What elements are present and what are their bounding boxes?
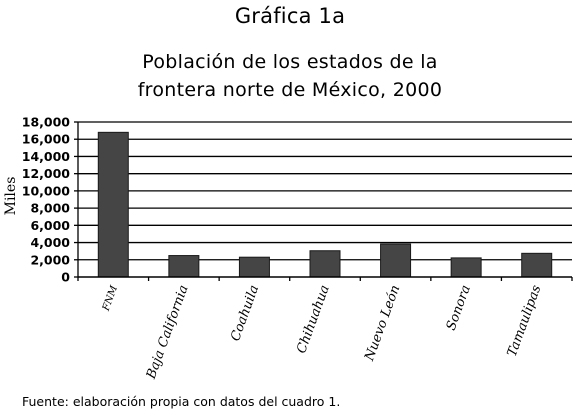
figure-label: Gráfica 1a <box>234 4 346 28</box>
bars <box>97 131 553 278</box>
y-axis: 0 2,000 4,000 6,000 8,000 10,000 12,000 14,000 1… <box>22 115 79 285</box>
y-tick-label: 16,000 <box>22 132 71 147</box>
bar <box>521 252 553 278</box>
chart-title: Población de los estados de la frontera … <box>0 48 580 104</box>
y-tick-label: 18,000 <box>22 115 71 130</box>
y-tick-label: 8,000 <box>30 201 70 216</box>
x-axis: FNM Baja California Coahuila Chihuahua Nuevo… <box>77 276 573 382</box>
source-note: Fuente: elaboración propia con datos del… <box>22 394 341 409</box>
bar <box>380 243 412 278</box>
bar <box>450 257 482 278</box>
x-tick-label: Nuevo León <box>362 283 404 364</box>
y-tick-label: 6,000 <box>30 218 70 233</box>
bar-chart: 0 2,000 4,000 6,000 8,000 10,000 12,000 14,000 1… <box>3 115 573 382</box>
x-tick-label: Chihuahua <box>294 283 333 355</box>
grid-lines <box>78 121 572 261</box>
y-tick-label: 2,000 <box>30 252 70 267</box>
y-tick-label: 12,000 <box>22 166 71 181</box>
bar <box>97 131 129 278</box>
chart-title-line-1: Población de los estados de la <box>142 51 438 73</box>
y-tick-label: 4,000 <box>30 235 70 250</box>
x-tick-label: FNM <box>101 284 121 314</box>
y-tick-label: 14,000 <box>22 149 71 164</box>
bar <box>309 250 341 278</box>
y-tick-label: 10,000 <box>22 183 71 198</box>
y-tick-label: 0 <box>61 270 70 285</box>
x-tick-label: Tamaulipas <box>505 283 545 359</box>
x-tick-label: Baja California <box>144 283 192 382</box>
bar <box>168 255 200 278</box>
x-tick-label: Sonora <box>444 283 474 332</box>
bar <box>238 256 270 278</box>
x-tick-label: Coahuila <box>228 283 262 343</box>
y-axis-label: Miles <box>3 177 19 216</box>
chart-title-line-2: frontera norte de México, 2000 <box>137 79 443 101</box>
